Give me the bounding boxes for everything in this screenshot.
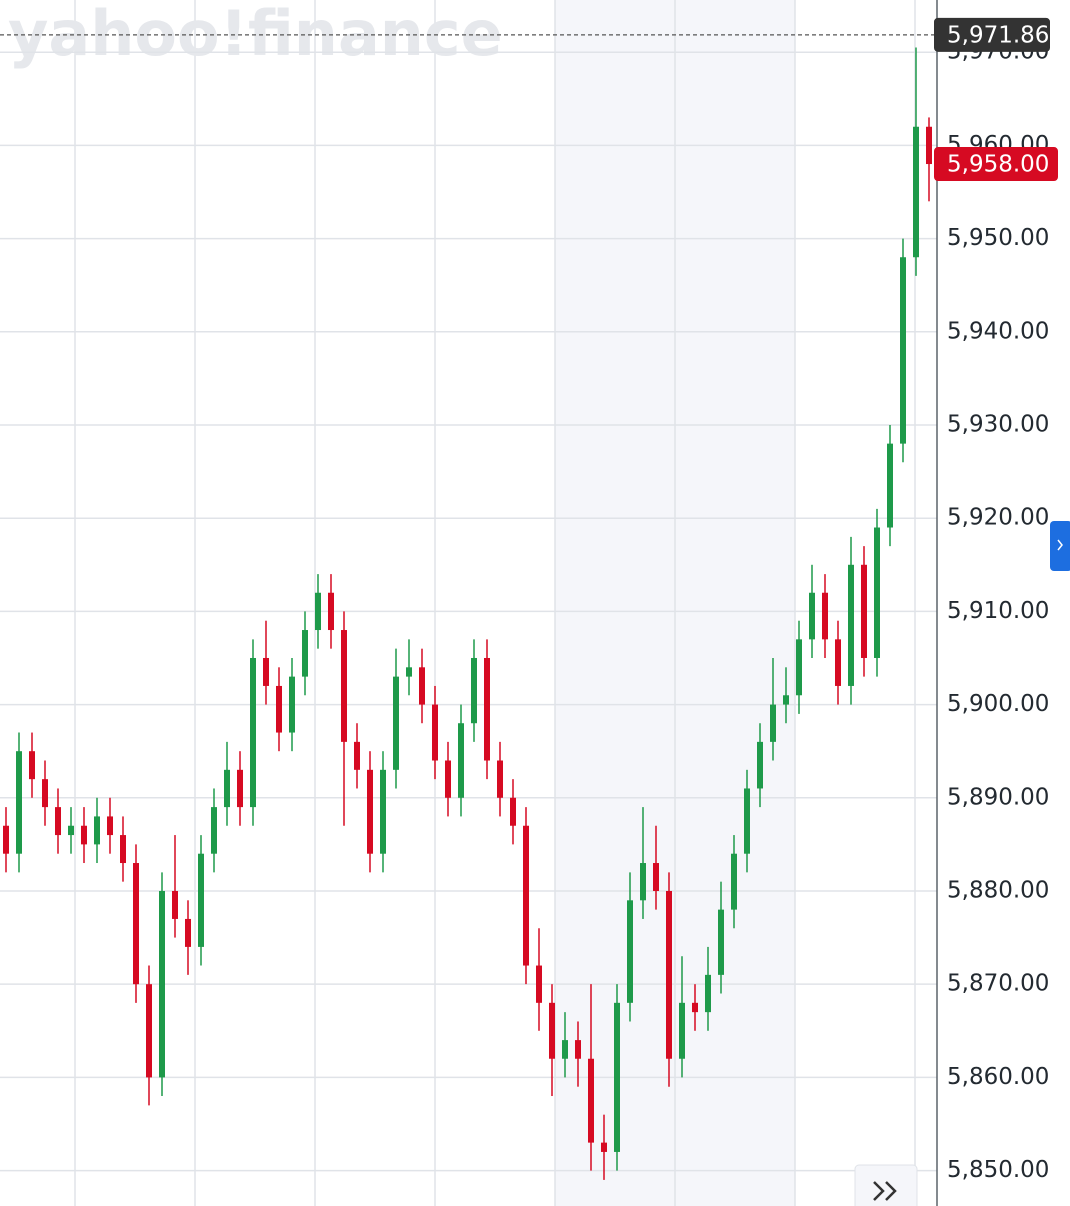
y-tick-label: 5,930.00: [947, 411, 1049, 437]
candle-body: [783, 695, 789, 705]
candle-body: [172, 890, 178, 919]
candle-body: [250, 657, 256, 808]
candle-body: [536, 965, 542, 1003]
candle-body: [263, 657, 269, 686]
candle-body: [471, 657, 477, 724]
last-price-label: 5,958.00: [947, 152, 1049, 178]
candle-body: [211, 807, 217, 854]
candle-body: [640, 863, 646, 901]
candle-body: [926, 126, 932, 165]
candle-body: [302, 630, 308, 677]
candle-body: [3, 825, 9, 854]
candle-body: [510, 797, 516, 826]
candle-body: [341, 630, 347, 742]
candle-body: [770, 704, 776, 742]
candle-body: [276, 685, 282, 733]
side-toggle[interactable]: [1050, 521, 1070, 571]
candle-body: [432, 704, 438, 761]
candle-body: [796, 639, 802, 696]
y-tick-label: 5,870.00: [947, 971, 1049, 997]
candle-body: [224, 769, 230, 808]
candle-body: [861, 564, 867, 658]
candle-body: [29, 751, 35, 780]
y-tick-label: 5,890.00: [947, 784, 1049, 810]
candle-body: [237, 769, 243, 808]
candle-body: [653, 863, 659, 891]
candle-body: [679, 1002, 685, 1059]
y-tick-label: 5,900.00: [947, 691, 1049, 717]
candle-body: [289, 676, 295, 733]
candle-body: [887, 443, 893, 528]
candle-body: [757, 741, 763, 789]
candle-body: [822, 592, 828, 640]
candle-body: [445, 760, 451, 798]
candle-body: [380, 769, 386, 854]
y-tick-label: 5,940.00: [947, 318, 1049, 344]
high-label: 5,971.86: [947, 22, 1049, 48]
candle-body: [744, 788, 750, 854]
candle-body: [575, 1040, 581, 1059]
y-tick-label: 5,860.00: [947, 1064, 1049, 1090]
candle-body: [354, 741, 360, 770]
candle-body: [198, 853, 204, 947]
candle-body: [133, 863, 139, 985]
candle-body: [705, 974, 711, 1013]
candle-body: [419, 667, 425, 705]
candle-body: [913, 126, 919, 258]
last-price-box: [934, 147, 1058, 182]
scroll-latest-button[interactable]: [854, 1164, 918, 1206]
candle-body: [94, 816, 100, 845]
candle-body: [627, 900, 633, 1003]
candle-body: [835, 639, 841, 686]
candle-body: [393, 676, 399, 770]
candle-body: [900, 257, 906, 444]
candle-body: [55, 807, 61, 836]
y-tick-label: 5,880.00: [947, 877, 1049, 903]
candle-body: [68, 825, 74, 836]
candle-body: [42, 779, 48, 808]
candle-body: [146, 984, 152, 1078]
candle-body: [874, 527, 880, 658]
candle-body: [731, 853, 737, 910]
candle-body: [367, 769, 373, 854]
y-tick-label: 5,850.00: [947, 1157, 1049, 1183]
candle-body: [666, 890, 672, 1059]
candle-body: [16, 751, 22, 854]
candle-body: [328, 592, 334, 631]
candle-body: [562, 1040, 568, 1059]
candle-body: [588, 1058, 594, 1143]
y-tick-label: 5,920.00: [947, 505, 1049, 531]
candle-body: [107, 816, 113, 836]
candle-body: [406, 667, 412, 677]
high-box: [934, 17, 1050, 52]
candle-body: [159, 890, 165, 1078]
candle-body: [848, 564, 854, 686]
candle-body: [809, 592, 815, 640]
candle-body: [692, 1002, 698, 1013]
candle-body: [601, 1142, 607, 1152]
candle-body: [549, 1002, 555, 1059]
candle-body: [614, 1002, 620, 1152]
candle-body: [315, 592, 321, 631]
y-tick-label: 5,950.00: [947, 225, 1049, 251]
candle-body: [185, 918, 191, 947]
candle-body: [458, 723, 464, 798]
candle-body: [523, 825, 529, 966]
candle-body: [484, 657, 490, 761]
candle-body: [81, 825, 87, 845]
candle-body: [718, 909, 724, 975]
candle-body: [120, 835, 126, 864]
y-tick-label: 5,910.00: [947, 598, 1049, 624]
candle-body: [497, 760, 503, 798]
